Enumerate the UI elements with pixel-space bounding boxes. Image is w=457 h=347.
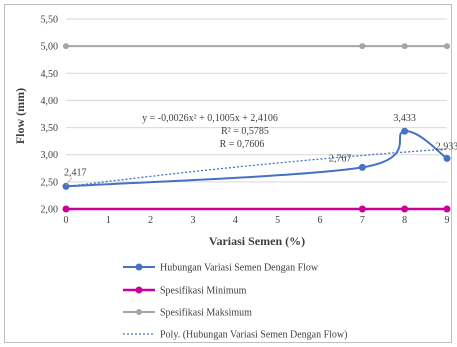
spec-max-point — [63, 43, 69, 50]
y-axis-title: Flow (mm) — [13, 88, 27, 144]
x-tick-label: 6 — [318, 215, 323, 226]
flow-series-point — [62, 182, 70, 190]
legend-label: Hubungan Variasi Semen Dengan Flow — [160, 263, 319, 274]
x-tick-label: 2 — [148, 215, 153, 226]
series-layer — [62, 43, 451, 213]
legend: Hubungan Variasi Semen Dengan Flow Spesif… — [123, 263, 347, 341]
legend-marker-min — [135, 286, 143, 294]
spec-min-point — [401, 205, 409, 213]
x-tick-label: 0 — [64, 215, 69, 226]
data-label: 3,433 — [393, 113, 416, 124]
r-label: R = 0,7606 — [220, 139, 265, 150]
x-tick-label: 1 — [106, 215, 111, 226]
r-squared-label: R² = 0,5785 — [221, 126, 269, 137]
flow-series-point — [401, 127, 409, 135]
flow-series-line — [65, 130, 448, 188]
x-tick-label: 5 — [275, 215, 280, 226]
x-tick-label: 9 — [445, 215, 450, 226]
y-tick-label: 4,50 — [41, 69, 59, 80]
data-label-leader — [65, 177, 73, 186]
x-axis-title: Variasi Semen (%) — [209, 234, 305, 248]
legend-label: Spesifikasi Maksimum — [160, 308, 252, 319]
x-tick-label: 8 — [402, 215, 407, 226]
data-labels: 2,417 2,767 3,433 2,933 — [64, 113, 457, 186]
spec-min-point — [358, 205, 366, 213]
y-tick-labels: 2,00 2,50 3,00 3,50 4,00 4,50 5,00 5,50 — [41, 15, 59, 216]
y-tick-label: 2,00 — [41, 205, 59, 216]
y-tick-label: 5,00 — [41, 42, 59, 53]
flow-series-point — [443, 154, 451, 162]
legend-label: Poly. (Hubungan Variasi Semen Dengan Flo… — [160, 330, 347, 341]
x-tick-label: 3 — [191, 215, 196, 226]
legend-marker-flow — [135, 263, 143, 271]
data-label: 2,767 — [329, 153, 352, 164]
x-tick-labels: 0 1 2 3 4 5 6 7 8 9 — [64, 215, 450, 226]
spec-max-point — [444, 43, 450, 50]
spec-max-point — [359, 43, 366, 50]
data-label: 2,417 — [64, 167, 87, 178]
x-tick-label: 4 — [233, 215, 238, 226]
spec-max-point — [401, 43, 408, 50]
legend-marker-max — [136, 309, 142, 315]
flow-series-point — [358, 163, 366, 171]
legend-label: Spesifikasi Minimum — [160, 286, 247, 297]
y-tick-label: 4,00 — [41, 96, 59, 107]
chart-frame — [4, 4, 452, 343]
trend-equation: y = -0,0026x² + 0,1005x + 2,4106 — [142, 113, 278, 124]
spec-min-point — [62, 205, 70, 213]
data-label: 2,933 — [436, 141, 457, 152]
y-tick-label: 2,50 — [41, 177, 59, 188]
y-tick-label: 3,00 — [41, 150, 59, 161]
spec-min-point — [443, 205, 451, 213]
y-tick-label: 3,50 — [41, 123, 59, 134]
y-tick-label: 5,50 — [41, 15, 59, 26]
x-tick-label: 7 — [360, 215, 365, 226]
